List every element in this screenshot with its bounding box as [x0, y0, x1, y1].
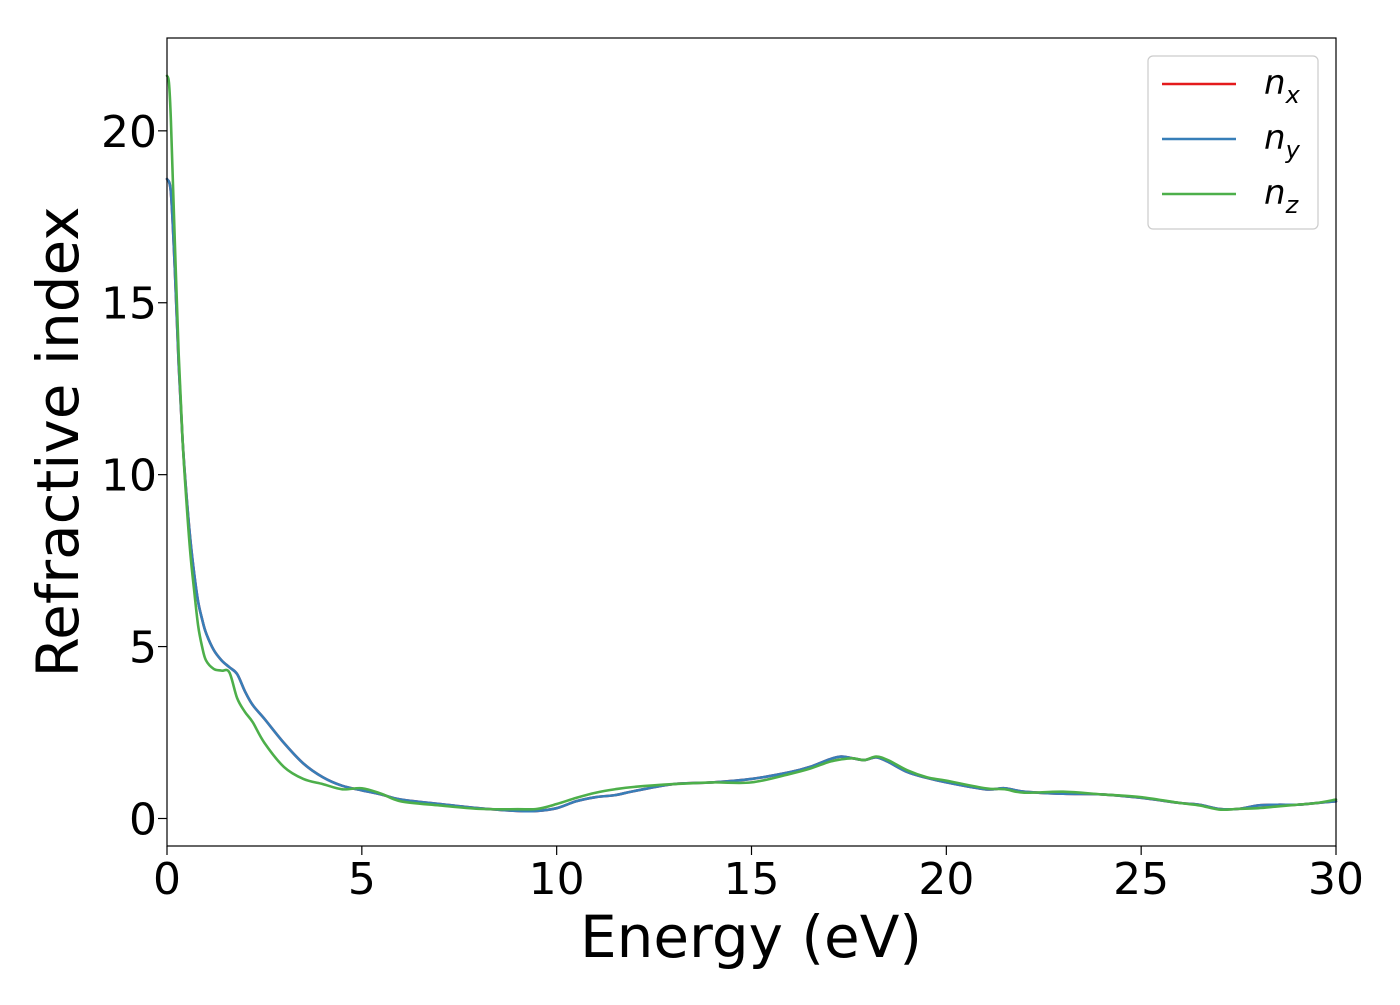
- x-tick-label: 20: [918, 854, 974, 905]
- y-axis-label: Refractive index: [24, 206, 92, 677]
- y-tick-label: 5: [129, 623, 157, 674]
- x-tick-label: 25: [1113, 854, 1169, 905]
- y-axis: 0 5 10 15 20: [101, 107, 167, 845]
- x-tick-label: 30: [1308, 854, 1364, 905]
- x-tick-label: 5: [348, 854, 376, 905]
- x-tick-label: 15: [724, 854, 780, 905]
- x-tick-label: 0: [153, 854, 181, 905]
- legend-box: [1147, 55, 1319, 230]
- legend-label-base: n: [1264, 173, 1286, 213]
- legend-label-z: nz: [1264, 173, 1300, 219]
- legend-label-subscript: x: [1285, 81, 1301, 109]
- x-axis: 0 5 10 15 20 25 30: [153, 846, 1364, 905]
- series-layer: [165, 74, 1338, 813]
- legend-label-subscript: z: [1285, 191, 1300, 219]
- legend-label-x: nx: [1264, 63, 1301, 109]
- legend-label-y: ny: [1264, 118, 1301, 164]
- legend-label-base: n: [1264, 118, 1286, 158]
- x-axis-label: Energy (eV): [580, 903, 922, 971]
- y-tick-label: 15: [101, 279, 157, 330]
- x-tick-label: 10: [529, 854, 585, 905]
- y-tick-label: 10: [101, 451, 157, 502]
- legend-label-base: n: [1264, 63, 1286, 103]
- y-tick-label: 0: [129, 794, 157, 845]
- series-line-z: [165, 74, 1338, 812]
- y-tick-label: 20: [101, 107, 157, 158]
- legend-label-subscript: y: [1285, 136, 1301, 164]
